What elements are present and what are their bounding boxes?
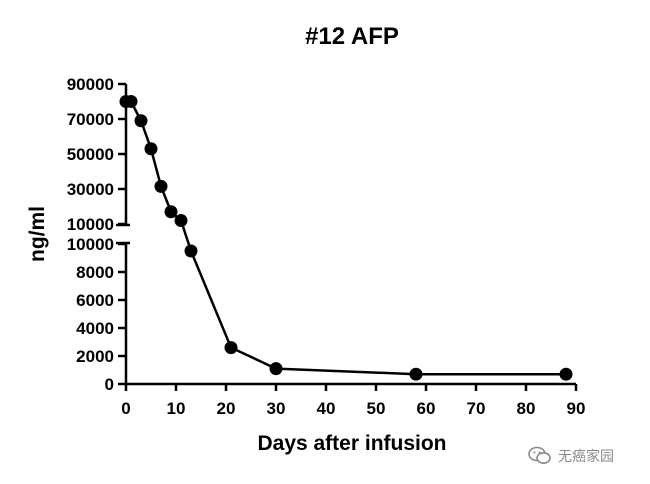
x-axis-label: Days after infusion bbox=[257, 432, 446, 455]
x-tick-label: 10 bbox=[167, 399, 186, 418]
y-tick-label-upper: 30000 bbox=[67, 180, 114, 199]
data-point bbox=[164, 205, 178, 219]
x-tick-label: 30 bbox=[267, 399, 286, 418]
y-tick-label-lower: 8000 bbox=[76, 263, 114, 282]
y-tick-label-lower: 2000 bbox=[76, 347, 114, 366]
x-tick-label: 80 bbox=[517, 399, 536, 418]
y-tick-label-lower: 10000 bbox=[67, 235, 114, 254]
y-tick-label-lower: 4000 bbox=[76, 319, 114, 338]
x-tick-label: 70 bbox=[467, 399, 486, 418]
x-tick-label: 50 bbox=[367, 399, 386, 418]
data-point bbox=[174, 214, 188, 227]
y-tick-label-lower: 6000 bbox=[76, 291, 114, 310]
series-line bbox=[126, 100, 566, 376]
y-tick-label-upper: 10000 bbox=[67, 215, 114, 234]
x-tick-label: 90 bbox=[567, 399, 586, 418]
y-tick-label-upper: 50000 bbox=[67, 145, 114, 164]
watermark: 无癌家园 bbox=[528, 446, 614, 466]
data-point bbox=[154, 179, 168, 193]
x-tick-label: 0 bbox=[121, 399, 130, 418]
watermark-text: 无癌家园 bbox=[558, 448, 614, 464]
data-point bbox=[124, 95, 138, 108]
y-tick-label-upper: 90000 bbox=[67, 75, 114, 94]
y-tick-label-lower: 0 bbox=[105, 375, 114, 394]
data-point bbox=[144, 142, 158, 156]
data-point bbox=[559, 367, 573, 381]
data-point bbox=[184, 244, 198, 258]
data-marks bbox=[119, 95, 573, 381]
chart-title: #12 AFP bbox=[305, 23, 399, 50]
x-tick-label: 20 bbox=[217, 399, 236, 418]
data-point bbox=[224, 341, 238, 355]
x-tick-label: 40 bbox=[317, 399, 336, 418]
data-point bbox=[134, 114, 148, 128]
y-tick-label-upper: 70000 bbox=[67, 110, 114, 129]
axes: 0 10 20 30 40 50 60 70 80 90 10000 30000 50000 70000 9… bbox=[67, 75, 586, 418]
data-point bbox=[409, 367, 423, 381]
x-tick-label: 60 bbox=[417, 399, 436, 418]
y-axis-label: ng/ml bbox=[26, 206, 49, 262]
wechat-icon bbox=[528, 446, 551, 464]
data-point bbox=[269, 362, 283, 376]
